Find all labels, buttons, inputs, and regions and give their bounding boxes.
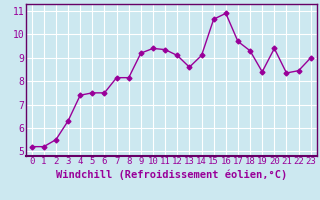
X-axis label: Windchill (Refroidissement éolien,°C): Windchill (Refroidissement éolien,°C)	[56, 169, 287, 180]
